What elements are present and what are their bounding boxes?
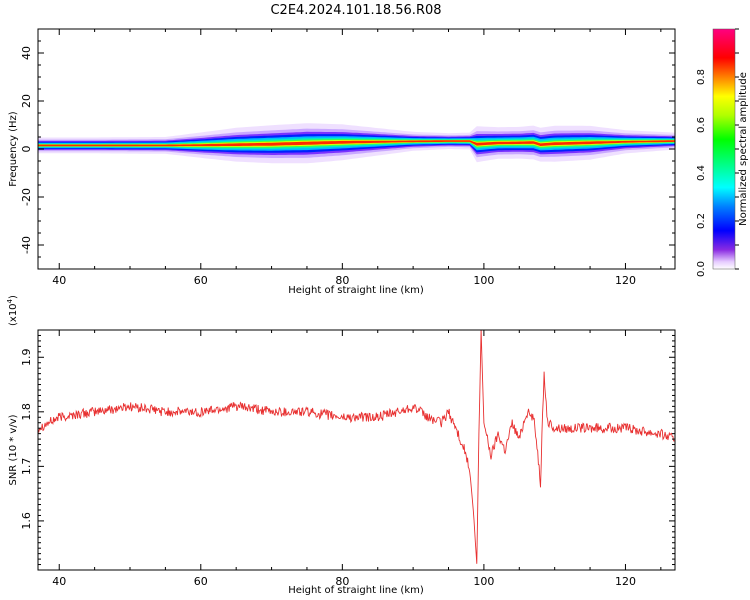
spectrogram-x-tick-label: 120 [615, 274, 636, 287]
spectrogram-x-axis-label: Height of straight line (km) [288, 285, 424, 296]
figure-title: C2E4.2024.101.18.56.R08 [270, 3, 441, 18]
colorbar-tick-label: 0.2 [696, 213, 707, 229]
spectrogram-y-tick-label: -20 [20, 188, 33, 206]
colorbar: 0.0 0.2 0.4 0.6 0.8 Normalized spectral ampl… [696, 28, 749, 277]
snr-x-tick-label: 60 [194, 575, 208, 588]
snr-x-tick-label: 80 [335, 575, 349, 588]
snr-x-axis-label: Height of straight line (km) [288, 585, 424, 596]
spectrogram-y-tick-label: 0 [20, 146, 33, 153]
snr-frame [37, 329, 676, 571]
colorbar-tick-label: 0.0 [696, 261, 707, 277]
snr-ticks: 40 60 80 100 120 1.9 1.8 1.7 1.6 [20, 329, 675, 588]
snr-x-tick-label: 100 [473, 575, 494, 588]
snr-x-tick-label: 120 [615, 575, 636, 588]
spectrogram-ticks: 40 60 80 100 120 40 20 0 -20 -40 [20, 28, 675, 287]
spectrogram-y-tick-label: 20 [20, 94, 33, 108]
snr-panel: 40 60 80 100 120 1.9 1.8 1.7 1.6 Height of strai… [6, 295, 676, 596]
colorbar-ticks: 0.0 0.2 0.4 0.6 0.8 [696, 28, 739, 277]
spectrogram-x-tick-label: 100 [473, 274, 494, 287]
spectrogram-x-tick-label: 40 [52, 274, 66, 287]
snr-y-tick-label: 1.9 [20, 349, 33, 367]
snr-x-tick-label: 40 [52, 575, 66, 588]
snr-series [38, 330, 675, 564]
snr-y-tick-label: 1.7 [20, 458, 33, 476]
band-core-red [38, 140, 675, 147]
colorbar-label: Normalized spectral amplitude [738, 72, 749, 226]
spectrogram-y-tick-label: 40 [20, 46, 33, 60]
spectrogram-panel: 40 60 80 100 120 40 20 0 -20 -40 Height of straig… [8, 28, 676, 296]
snr-y-multiplier: (x104) [6, 295, 19, 326]
snr-y-axis-label: SNR (10 * v/v) [8, 414, 19, 485]
colorbar-tick-label: 0.6 [696, 117, 707, 133]
spectrogram-y-axis-label: Frequency (Hz) [8, 111, 19, 187]
colorbar-scale [712, 28, 736, 270]
spectrogram-band [38, 123, 675, 164]
spectrogram-y-tick-label: -40 [20, 236, 33, 254]
snr-y-tick-label: 1.6 [20, 512, 33, 530]
snr-y-tick-label: 1.8 [20, 403, 33, 421]
spectrogram-x-tick-label: 80 [335, 274, 349, 287]
snr-line [38, 330, 675, 564]
colorbar-tick-label: 0.8 [696, 69, 707, 85]
colorbar-tick-label: 0.4 [696, 165, 707, 181]
spectrogram-x-tick-label: 60 [194, 274, 208, 287]
